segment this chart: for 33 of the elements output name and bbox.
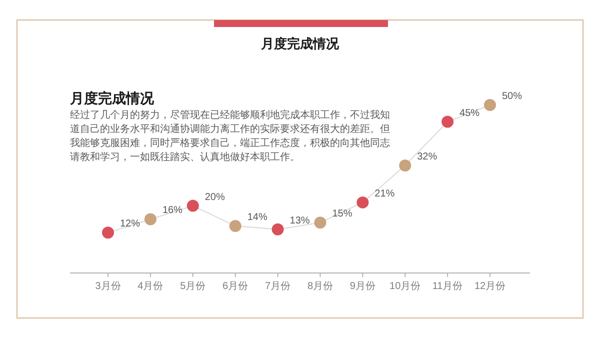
data-label: 32% xyxy=(417,151,438,162)
data-label: 45% xyxy=(460,108,480,119)
point xyxy=(229,220,242,232)
x-tick-label: 10月份 xyxy=(390,281,421,292)
point xyxy=(314,216,326,229)
x-tick-label: 9月份 xyxy=(350,281,376,292)
x-tick-label: 4月份 xyxy=(138,281,164,292)
point xyxy=(186,200,199,212)
x-tick-label: 8月份 xyxy=(307,281,334,292)
data-label: 12% xyxy=(120,218,140,230)
data-label: 20% xyxy=(204,192,226,203)
x-tick-label: 11月份 xyxy=(432,281,463,292)
chart-subtitle: 月度完成情况 xyxy=(70,89,155,108)
data-label: 21% xyxy=(374,188,395,200)
chart-title: 月度完成情况 xyxy=(260,36,340,51)
point xyxy=(144,213,156,226)
x-tick-label: 3月份 xyxy=(95,281,121,292)
x-tick-label: 5月份 xyxy=(180,281,206,292)
annotation: 经过了几个月的努力，尽管现在已经能够顺利地完成本职工作，不过我知道自己的业务水平和沟通协调能力离工作的实际要求还有很大的差距。但我能够克服困难，同时严格要求自己，端正工作态度，积极的向其他同志请教和学习，一如既往踏实、认真地做好本职工作。 xyxy=(70,109,391,165)
data-label: 15% xyxy=(332,208,352,220)
point xyxy=(102,226,114,239)
data-label: 14% xyxy=(247,212,268,223)
point xyxy=(484,99,496,111)
point xyxy=(356,196,369,208)
data-label: 13% xyxy=(290,215,310,226)
data-label: 50% xyxy=(502,91,522,102)
x-tick-label: 12月份 xyxy=(474,281,506,292)
point xyxy=(399,159,412,172)
point xyxy=(442,116,454,128)
data-label: 16% xyxy=(162,205,183,216)
x-tick-label: 6月份 xyxy=(222,281,248,292)
x-tick-label: 7月份 xyxy=(264,281,291,292)
point xyxy=(272,223,284,236)
